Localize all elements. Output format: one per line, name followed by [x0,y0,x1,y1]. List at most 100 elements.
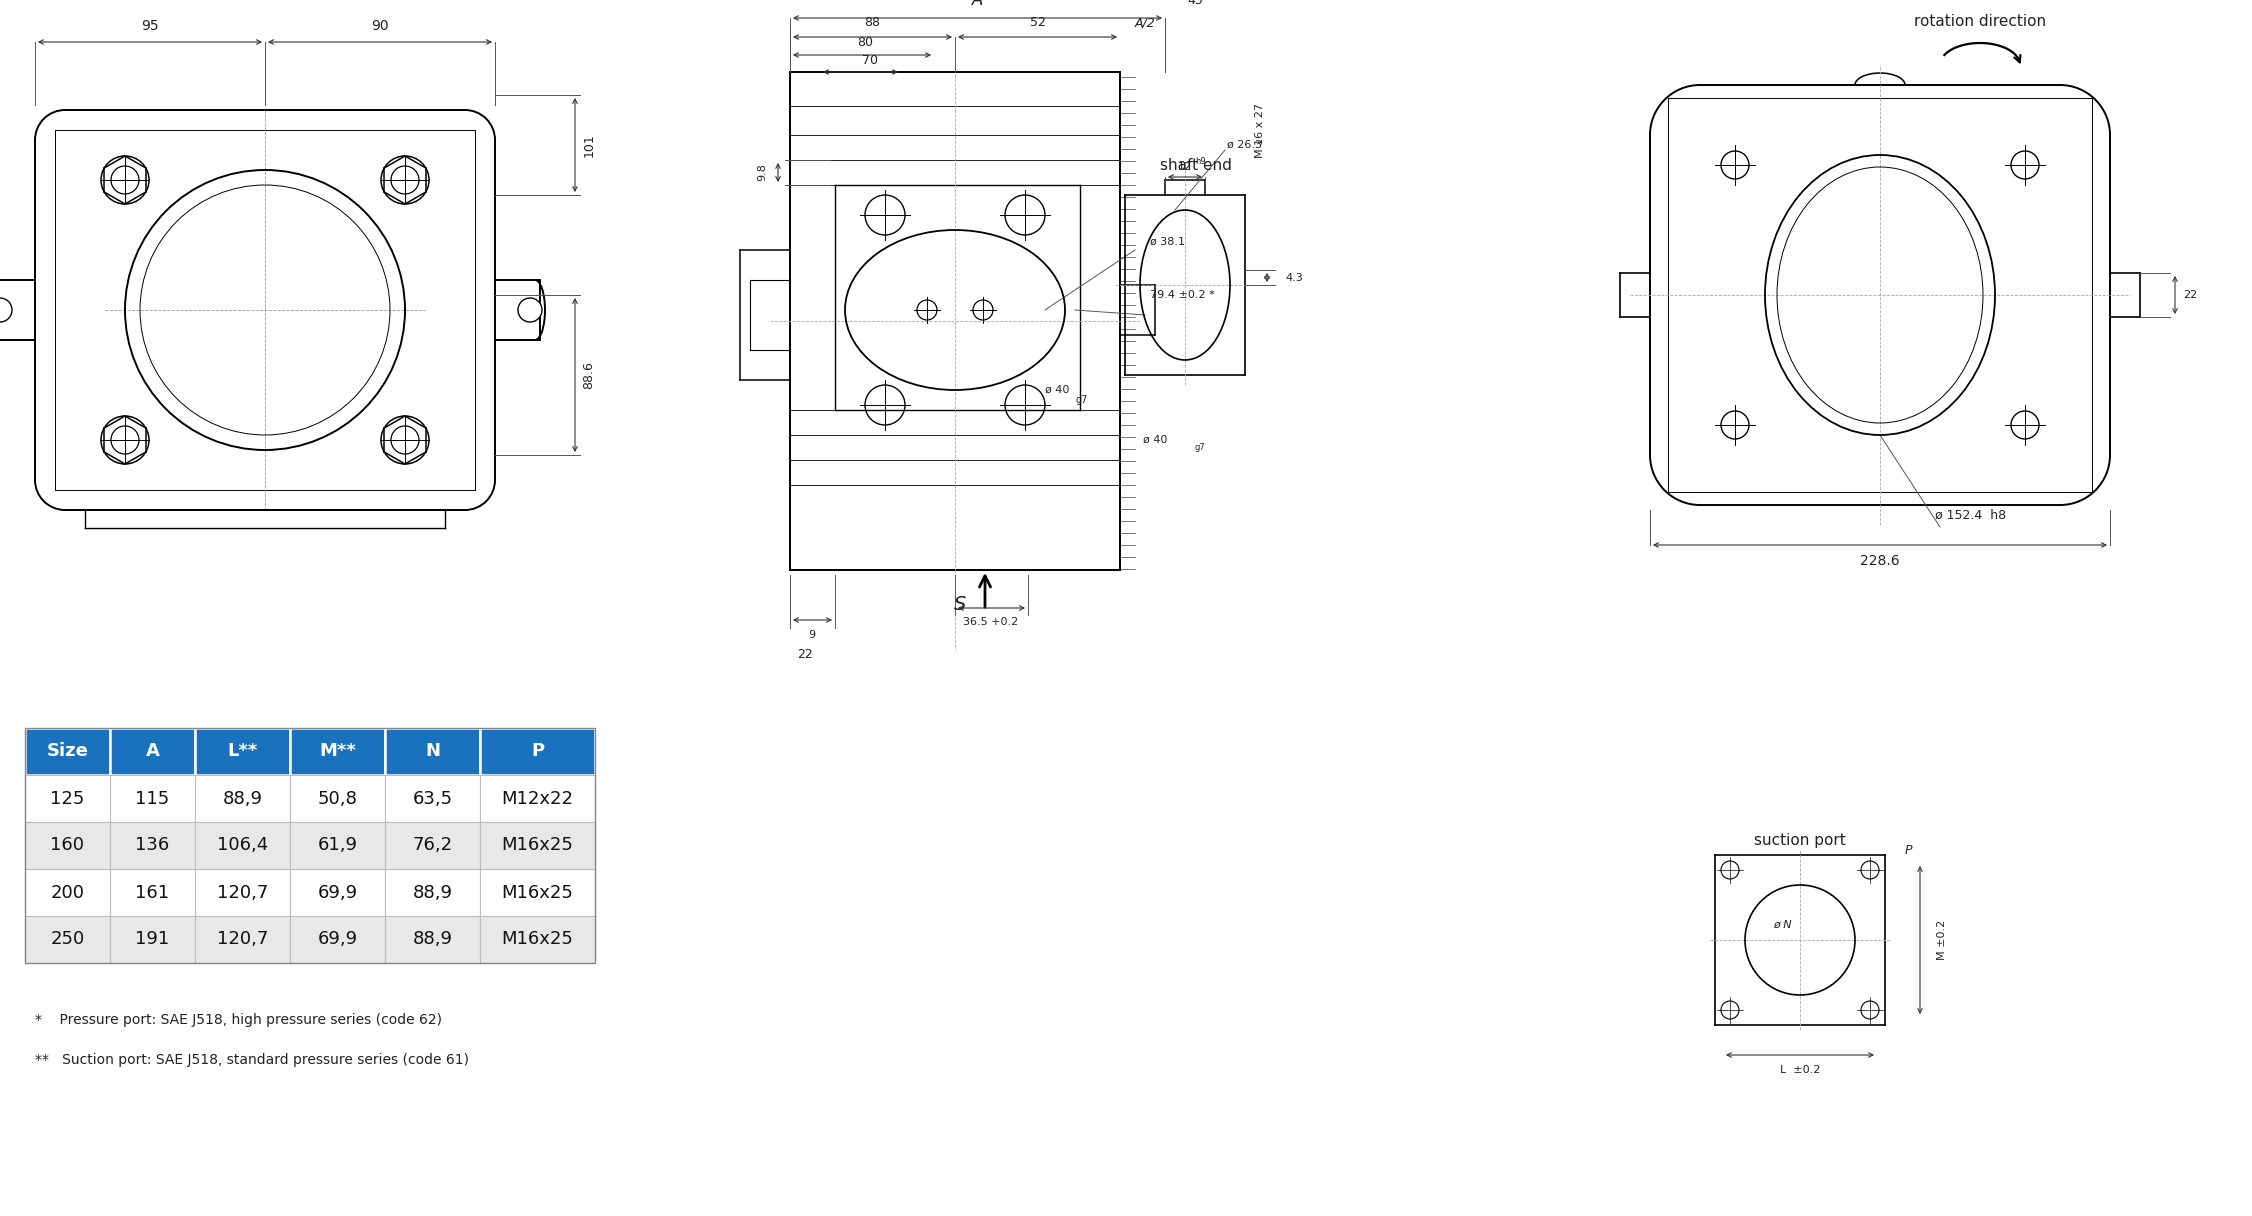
Text: rotation direction: rotation direction [1914,15,2047,29]
Text: 106,4: 106,4 [216,837,268,855]
Bar [110,822,196,869]
Text: *    Pressure port: SAE J518, high pressure series (code 62): * Pressure port: SAE J518, high pressure… [36,1013,441,1028]
Text: M16x25: M16x25 [502,837,574,855]
Circle shape [0,298,11,322]
Text: 88,9: 88,9 [223,789,263,807]
Text: 61,9: 61,9 [318,837,358,855]
Text: P: P [531,743,545,760]
Text: M ±0.2: M ±0.2 [1937,919,1948,961]
Text: 160: 160 [50,837,86,855]
Text: 22: 22 [2182,289,2198,300]
Text: 52: 52 [1029,17,1045,29]
Text: ø 38.1: ø 38.1 [1151,237,1185,247]
Bar [385,916,480,963]
Text: ø N: ø N [1772,921,1790,930]
Bar [385,869,480,916]
Text: 22: 22 [797,648,813,662]
Text: 4.3: 4.3 [1286,274,1302,283]
Text: 45: 45 [1187,0,1203,6]
Text: g7: g7 [1074,395,1088,405]
Text: ø 40: ø 40 [1142,435,1167,445]
Text: 88.6: 88.6 [583,361,595,389]
Text: 88,9: 88,9 [412,884,453,901]
Text: h9: h9 [1196,157,1207,165]
Text: L  ±0.2: L ±0.2 [1779,1065,1820,1075]
Text: 161: 161 [135,884,169,901]
Bar [385,728,480,775]
Bar [25,728,595,963]
Text: 50,8: 50,8 [318,789,358,807]
Bar [196,728,291,775]
Bar [110,869,196,916]
Text: M16x25: M16x25 [502,930,574,948]
Text: M**: M** [320,743,356,760]
Text: ø 26.3: ø 26.3 [1227,140,1261,150]
Text: 120,7: 120,7 [216,930,268,948]
Text: 9: 9 [808,630,815,640]
Bar [110,775,196,822]
Text: N: N [426,743,439,760]
Text: 90: 90 [372,19,390,33]
Text: M 16 x 27: M 16 x 27 [1254,102,1266,158]
Text: suction port: suction port [1754,833,1847,848]
Text: A: A [973,0,984,9]
Bar [291,728,385,775]
Text: A/2: A/2 [1135,17,1155,29]
Text: 136: 136 [135,837,169,855]
Bar [196,869,291,916]
Text: ø 152.4  h8: ø 152.4 h8 [1934,508,2007,522]
Text: 69,9: 69,9 [318,884,358,901]
Text: 63,5: 63,5 [412,789,453,807]
Text: 80: 80 [858,36,874,50]
Text: 69,9: 69,9 [318,930,358,948]
Text: ø 40: ø 40 [1045,385,1070,395]
Text: Size: Size [47,743,88,760]
Text: 9.8: 9.8 [757,163,768,181]
Bar [110,728,196,775]
Text: shaft end: shaft end [1160,158,1232,173]
Text: 79.4 ±0.2 *: 79.4 ±0.2 * [1151,289,1214,300]
Text: S: S [955,596,966,614]
Text: 76,2: 76,2 [412,837,453,855]
Text: 125: 125 [50,789,86,807]
Bar [25,775,110,822]
Bar [25,869,110,916]
Bar [25,916,110,963]
Bar [25,728,110,775]
Bar [385,822,480,869]
Bar [291,775,385,822]
Bar [291,916,385,963]
Text: L**: L** [227,743,257,760]
Bar [480,822,595,869]
Text: M12x22: M12x22 [502,789,574,807]
Bar [385,775,480,822]
Text: g7: g7 [1194,443,1205,451]
Text: P: P [1905,844,1912,856]
Text: 95: 95 [142,19,160,33]
Text: 120,7: 120,7 [216,884,268,901]
Text: 12: 12 [1178,162,1191,171]
Bar [480,728,595,775]
Text: A: A [146,743,160,760]
Text: M16x25: M16x25 [502,884,574,901]
Text: 88: 88 [865,17,881,29]
Bar [110,916,196,963]
Text: 115: 115 [135,789,169,807]
Text: 200: 200 [50,884,86,901]
Circle shape [518,298,543,322]
Bar [25,822,110,869]
Bar [480,916,595,963]
Bar [196,916,291,963]
Bar [196,822,291,869]
Text: 191: 191 [135,930,169,948]
Bar [196,775,291,822]
Text: 36.5 +0.2: 36.5 +0.2 [964,617,1018,627]
Text: 228.6: 228.6 [1860,554,1901,568]
Text: 70: 70 [863,54,878,67]
Bar [480,775,595,822]
Text: 250: 250 [50,930,86,948]
Bar [291,869,385,916]
Text: **   Suction port: SAE J518, standard pressure series (code 61): ** Suction port: SAE J518, standard pres… [36,1053,468,1066]
Bar [291,822,385,869]
Text: 88,9: 88,9 [412,930,453,948]
